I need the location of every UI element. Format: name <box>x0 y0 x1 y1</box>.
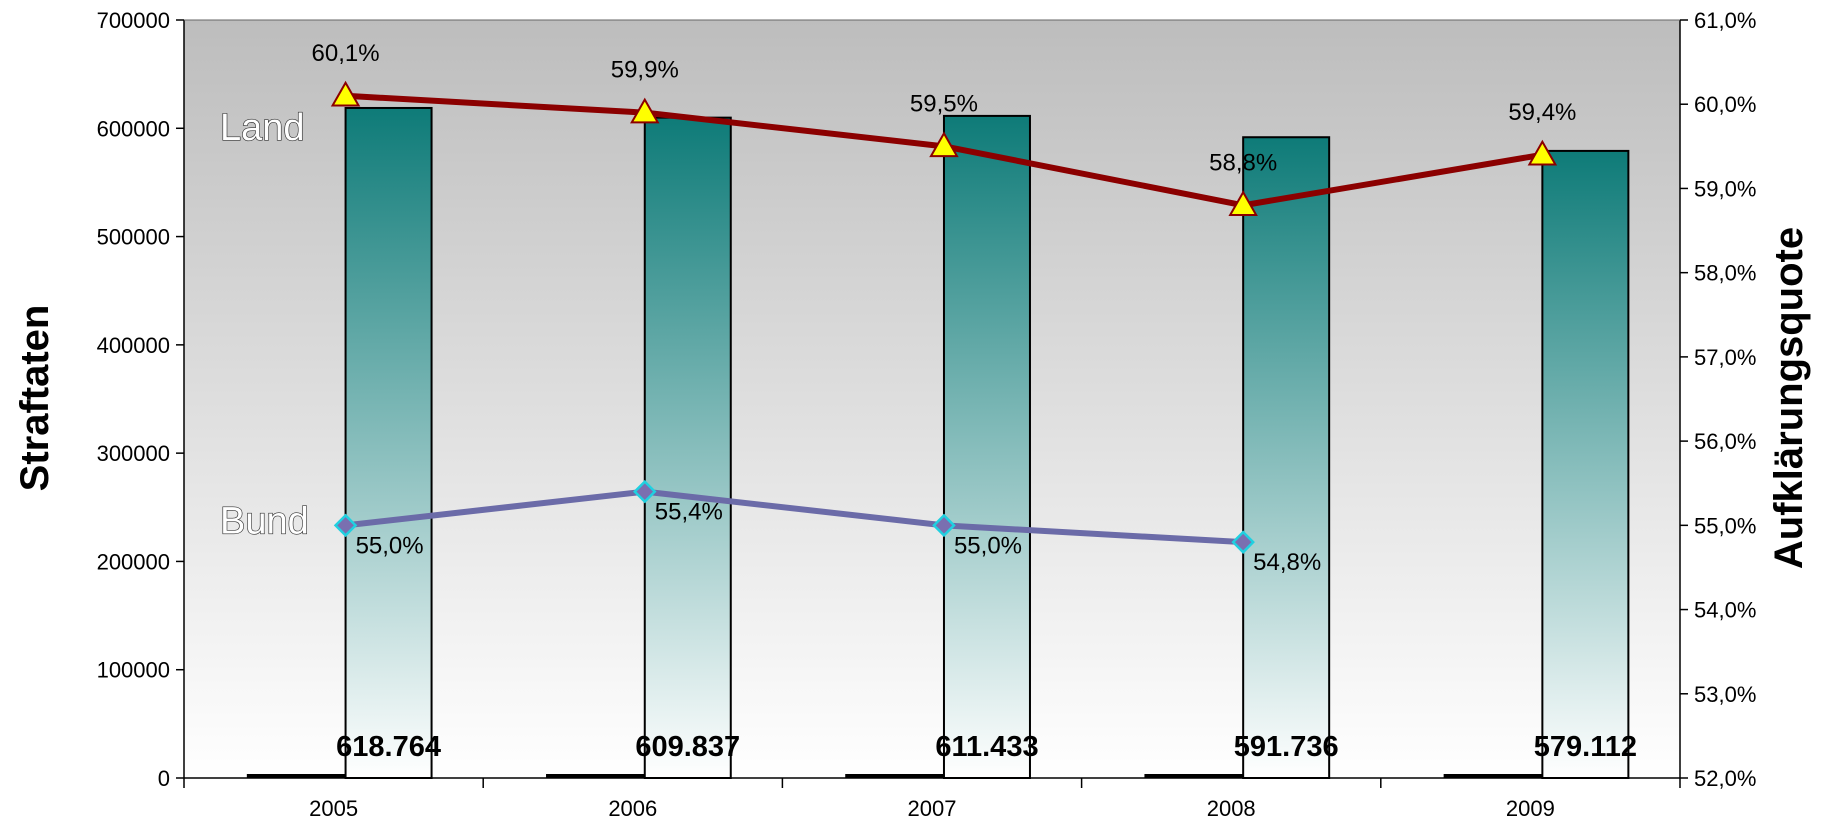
series-name-bund: Bund <box>220 500 309 542</box>
y2-tick-label: 58,0% <box>1694 261 1756 286</box>
marker-land <box>630 97 660 124</box>
point-label: 55,0% <box>356 532 424 559</box>
series-name-land: Land <box>220 107 305 149</box>
point-label: 55,4% <box>655 499 723 526</box>
y2-tick-label: 56,0% <box>1694 429 1756 454</box>
y-tick-label: 0 <box>158 766 170 791</box>
line-bund <box>345 488 1244 546</box>
y-axis-title: Straftaten <box>13 305 57 492</box>
y2-tick-label: 59,0% <box>1694 176 1756 201</box>
y2-axis-title: Aufklärungsquote <box>1767 227 1811 569</box>
y-tick-label: 500000 <box>97 225 170 250</box>
point-label: 55,0% <box>954 532 1022 559</box>
y2-tick-label: 60,0% <box>1694 92 1756 117</box>
point-label: 54,8% <box>1253 549 1321 576</box>
bar <box>942 114 1031 780</box>
marker-land <box>1527 139 1558 166</box>
bar <box>643 116 732 779</box>
point-label: 59,9% <box>611 57 679 84</box>
y-tick-label: 200000 <box>97 549 170 574</box>
x-tick-label: 2007 <box>908 796 957 821</box>
marker-bund <box>333 513 358 538</box>
y2-tick-label: 54,0% <box>1694 598 1756 623</box>
bar-value-label: 609.837 <box>635 731 740 763</box>
x-tick-label: 2008 <box>1207 796 1256 821</box>
bar-value-label: 579.112 <box>1534 731 1637 763</box>
bar-value-label: 611.433 <box>935 731 1038 763</box>
bar <box>344 106 433 779</box>
marker-land <box>330 80 361 107</box>
point-label: 59,5% <box>910 90 978 117</box>
y2-tick-label: 53,0% <box>1694 682 1756 707</box>
bar-value-label: 591.736 <box>1234 731 1339 763</box>
marker-bund <box>932 513 956 538</box>
y-tick-label: 600000 <box>97 116 170 141</box>
y2-tick-label: 52,0% <box>1694 766 1756 791</box>
point-label: 59,4% <box>1508 99 1576 126</box>
bar <box>1541 149 1630 780</box>
x-tick-label: 2009 <box>1506 796 1555 821</box>
marker-land <box>929 131 959 158</box>
y-tick-label: 300000 <box>97 441 170 466</box>
y-tick-label: 100000 <box>97 658 170 683</box>
y2-tick-label: 61,0% <box>1694 8 1756 33</box>
point-label: 60,1% <box>312 40 380 67</box>
marker-land <box>1228 190 1258 217</box>
marker-bund <box>1231 530 1255 554</box>
bar-value-label: 618.764 <box>336 731 441 763</box>
y-tick-label: 700000 <box>97 8 170 33</box>
x-tick-label: 2006 <box>608 796 657 821</box>
y2-tick-label: 57,0% <box>1694 345 1756 370</box>
x-tick-label: 2005 <box>309 796 358 821</box>
marker-bund <box>633 479 657 504</box>
point-label: 58,8% <box>1209 149 1277 176</box>
y-tick-label: 400000 <box>97 333 170 358</box>
bar <box>1242 136 1331 780</box>
y2-tick-label: 55,0% <box>1694 513 1756 538</box>
